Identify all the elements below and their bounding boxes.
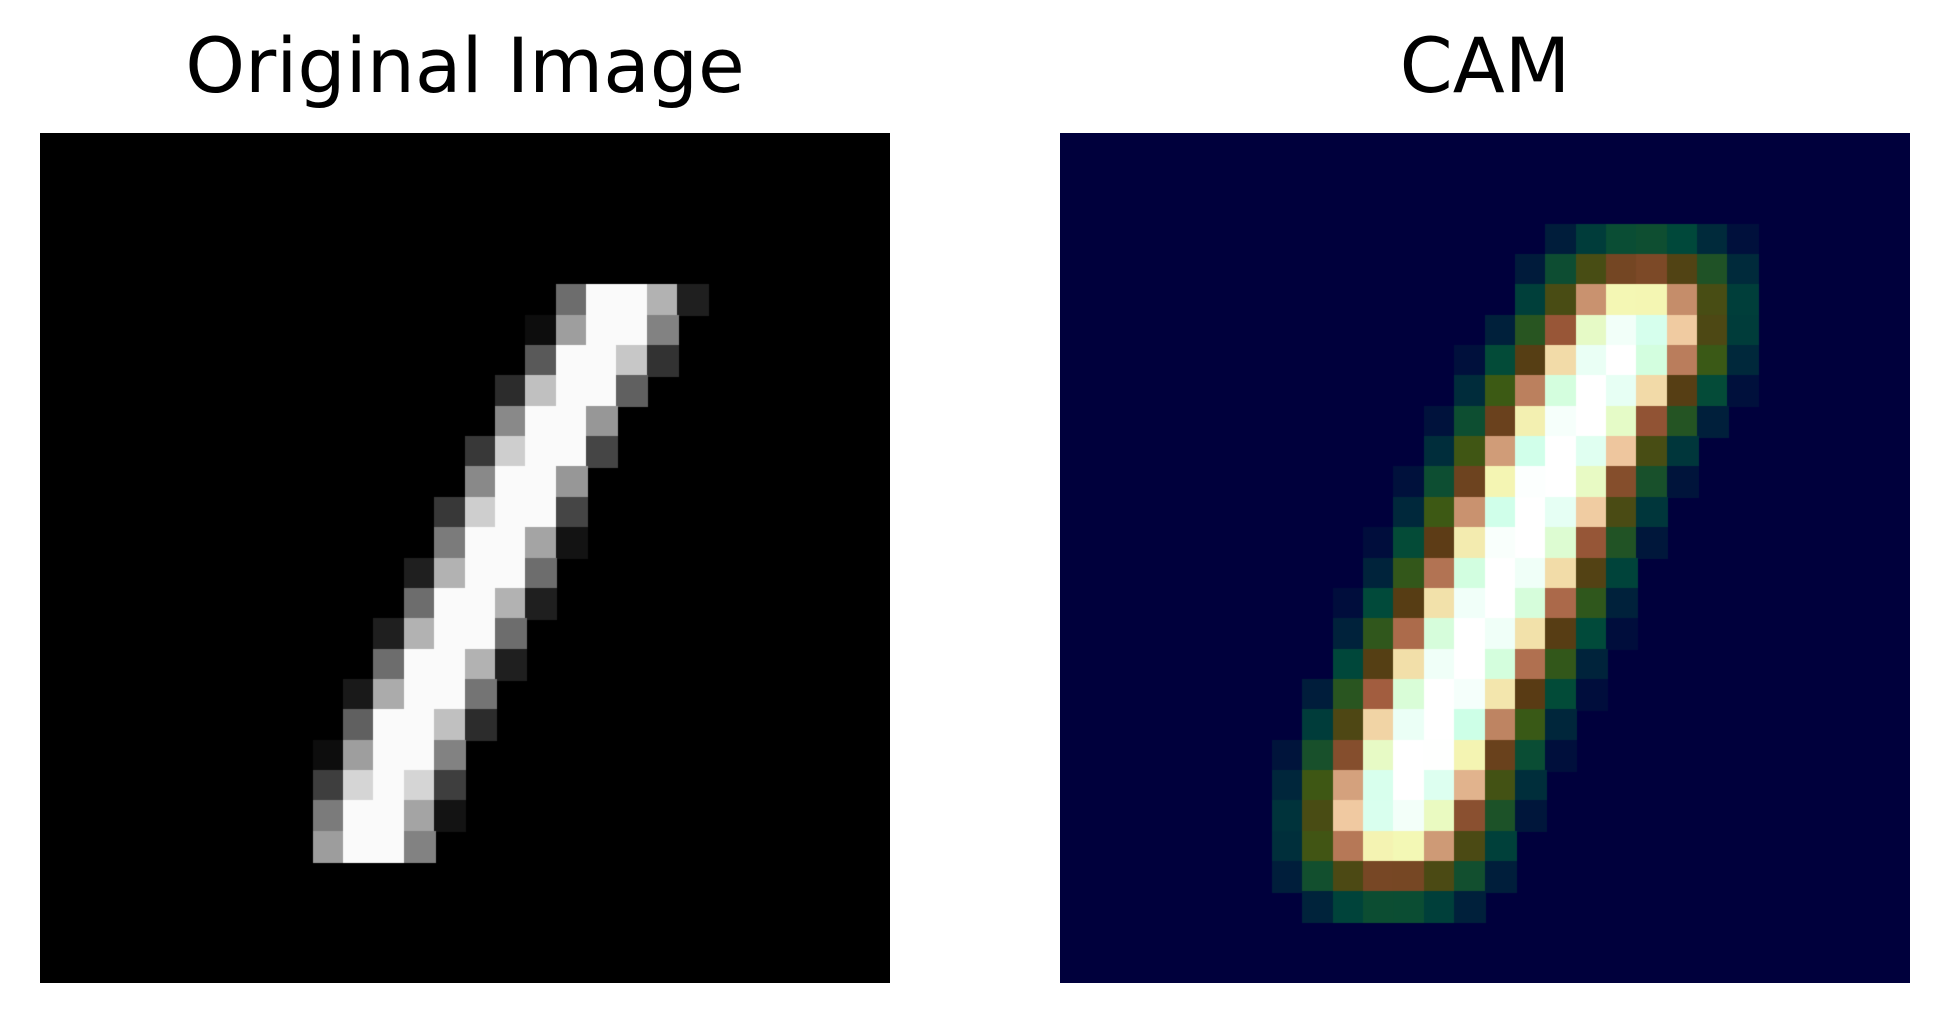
cam-heatmap-image <box>1060 133 1910 983</box>
original-image <box>40 133 890 983</box>
cam-title: CAM <box>1399 21 1571 110</box>
original-image-title: Original Image <box>185 21 745 110</box>
